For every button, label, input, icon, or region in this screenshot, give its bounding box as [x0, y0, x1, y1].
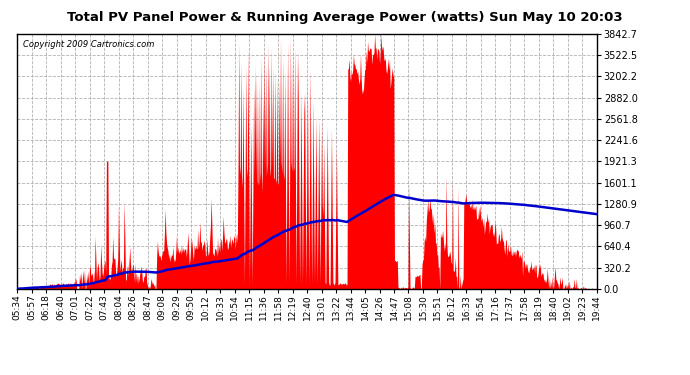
- Text: Copyright 2009 Cartronics.com: Copyright 2009 Cartronics.com: [23, 40, 155, 49]
- Text: Total PV Panel Power & Running Average Power (watts) Sun May 10 20:03: Total PV Panel Power & Running Average P…: [67, 11, 623, 24]
